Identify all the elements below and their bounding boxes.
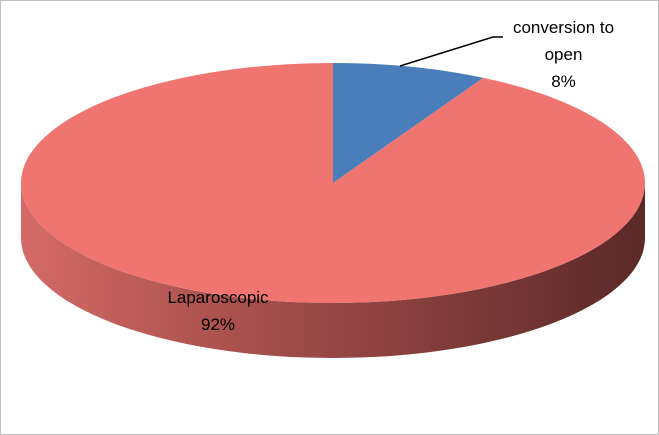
leader-line	[399, 36, 503, 67]
value-label: 8%	[551, 72, 576, 91]
value-label: 92%	[200, 315, 236, 334]
slice	[333, 63, 484, 183]
slice	[20, 63, 645, 304]
slice-side	[21, 183, 645, 358]
category-label: Laparoscopic	[167, 288, 269, 307]
data-label: conversion to open 8%	[486, 14, 641, 95]
data-label: Laparoscopic 92%	[138, 284, 298, 338]
category-label: conversion to open	[512, 18, 615, 64]
